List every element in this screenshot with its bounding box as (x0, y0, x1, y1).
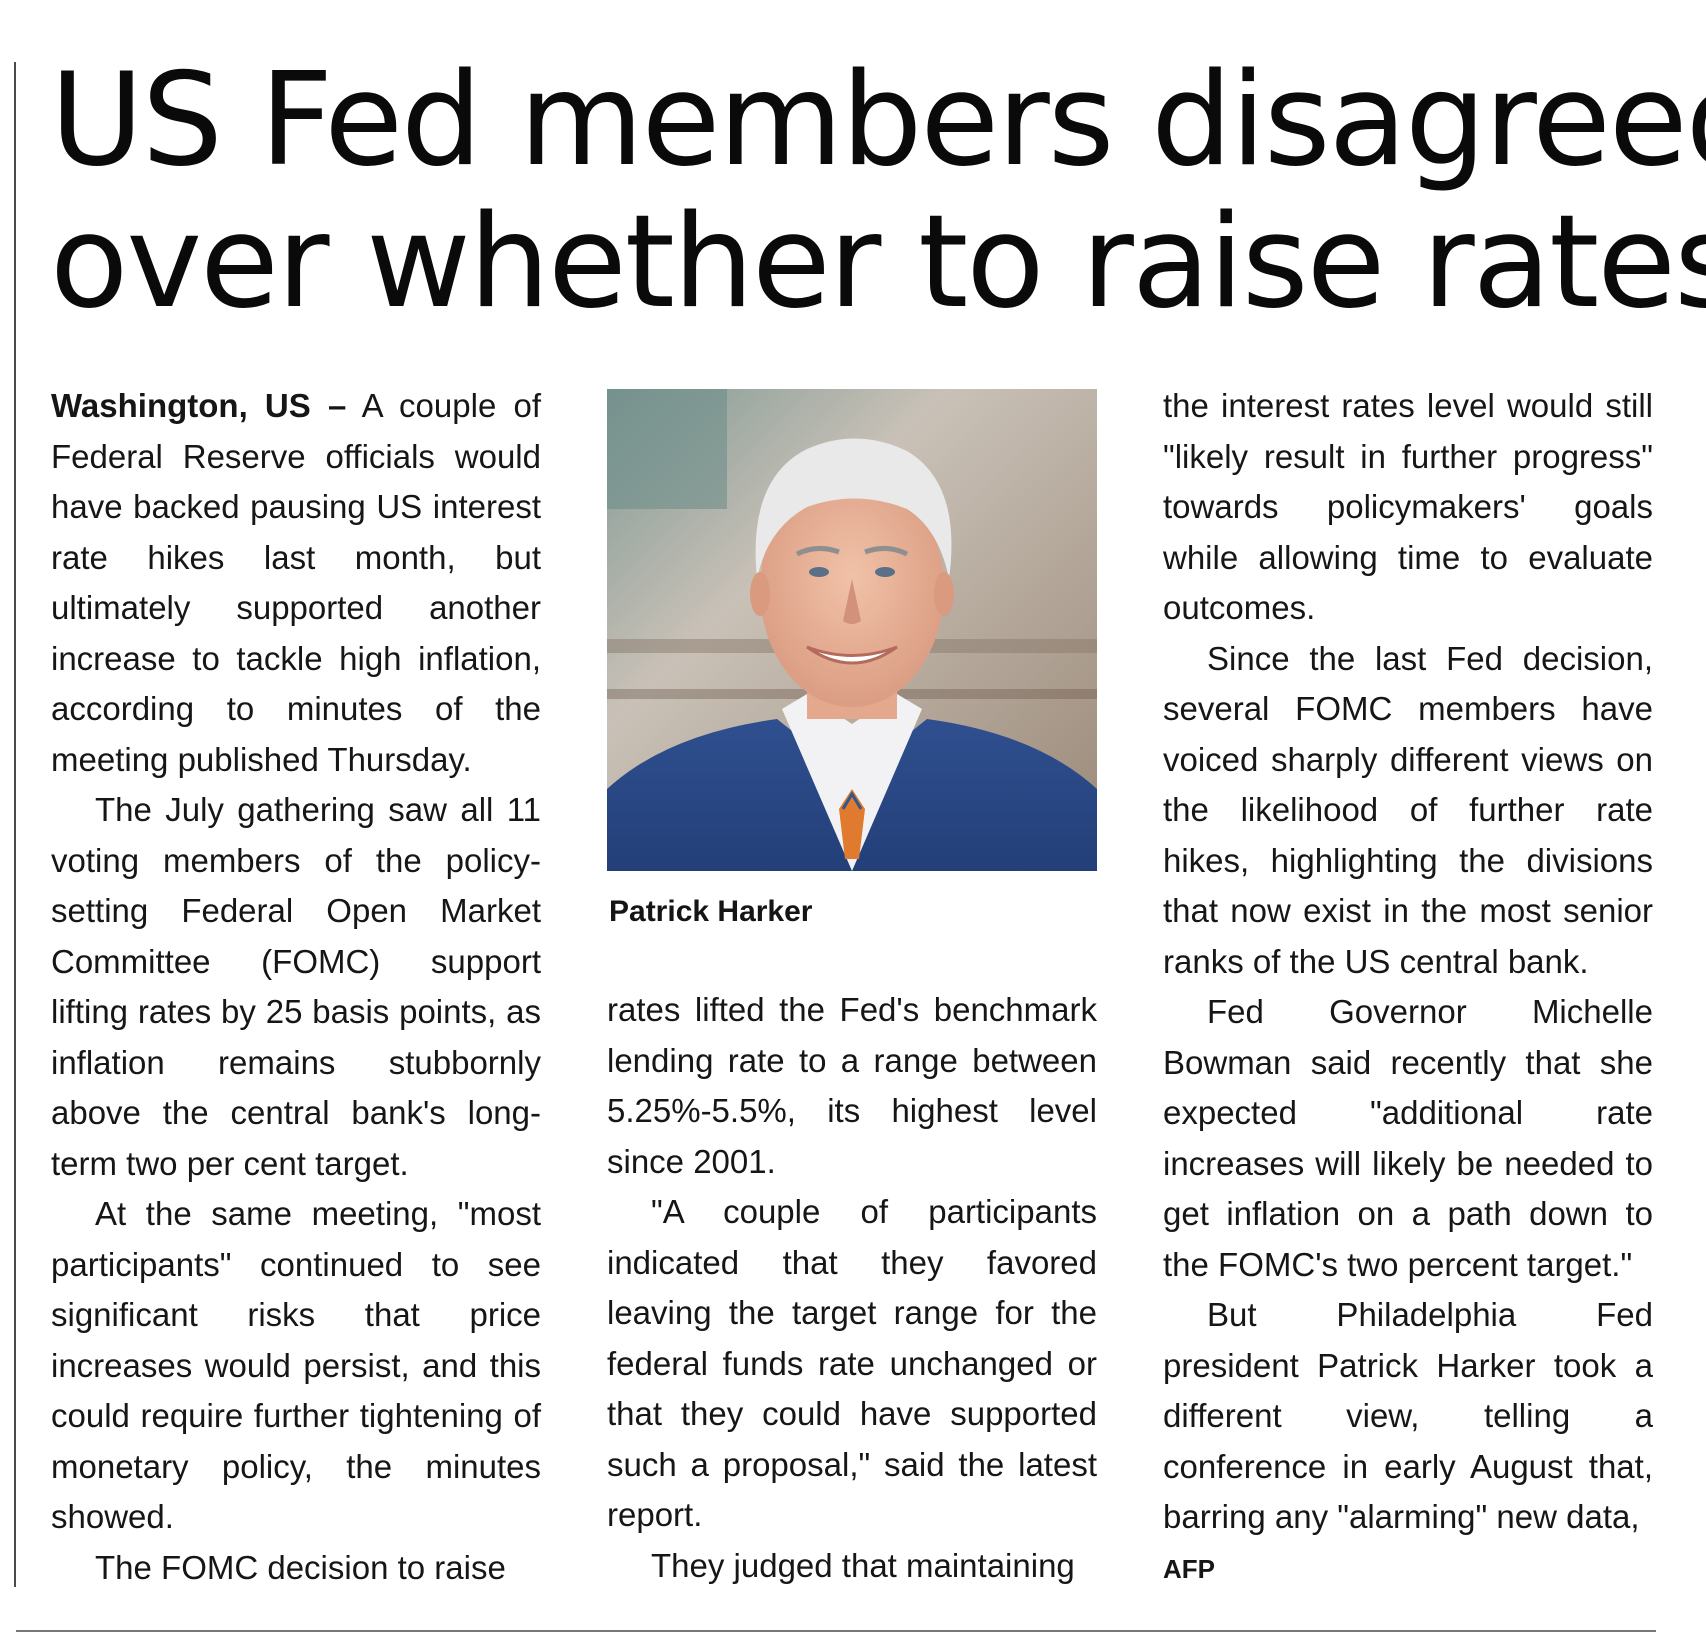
paragraph: They judged that maintaining (651, 1546, 1075, 1584)
portrait-photo (607, 389, 1097, 871)
paragraph: rates lifted the Fed's benchmark lending… (607, 991, 1097, 1180)
paragraph: The July gathering saw all 11 voting mem… (51, 791, 541, 1182)
agency-credit: AFP (1163, 1553, 1215, 1584)
lead-paragraph: Washington, US – A couple of Federal Res… (51, 381, 541, 785)
paragraph: The FOMC decision to raise (95, 1548, 506, 1586)
article-column-1: Washington, US – A couple of Federal Res… (51, 381, 541, 1593)
headline-line-1: US Fed members disagreed (50, 46, 1706, 195)
paragraph: "A couple of participants indicated that… (607, 1193, 1097, 1533)
paragraph: At the same meeting, "most participants"… (51, 1195, 541, 1535)
article-column-3: the interest rates level would still "li… (1163, 381, 1653, 1589)
lead-text: A couple of Federal Reserve officials wo… (51, 387, 541, 778)
headline: US Fed members disagreed over whether to… (50, 46, 1706, 337)
paragraph: But Philadelphia Fed president Patrick H… (1163, 1296, 1653, 1535)
dateline: Washington, US – (51, 387, 347, 424)
photo-caption: Patrick Harker (609, 895, 813, 928)
left-column-rule (14, 62, 16, 1587)
paragraph: Fed Governor Michelle Bowman said recent… (1163, 993, 1653, 1283)
paragraph: the interest rates level would still "li… (1163, 387, 1653, 626)
bottom-rule (16, 1630, 1656, 1632)
article-column-2: rates lifted the Fed's benchmark lending… (607, 985, 1097, 1591)
headline-line-2: over whether to raise rates (50, 188, 1706, 337)
paragraph: Since the last Fed decision, several FOM… (1163, 639, 1653, 980)
